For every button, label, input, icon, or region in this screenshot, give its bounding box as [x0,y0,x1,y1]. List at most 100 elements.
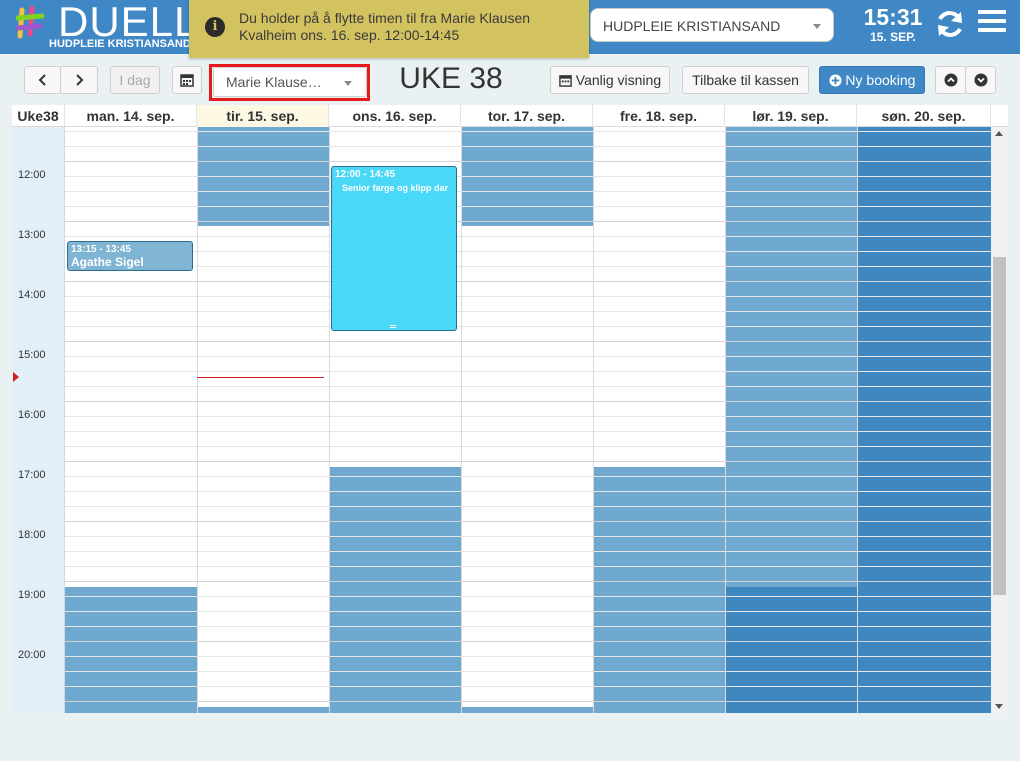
grid-line [65,146,991,147]
hour-label: 15:00 [18,349,46,361]
grid-line [65,341,991,342]
logo-mark-icon [16,6,45,39]
clock: 15:31 15. SEP. [858,4,928,44]
new-booking-label: Ny booking [845,72,916,88]
grid-line [65,461,991,462]
scrollbar-thumb[interactable] [993,257,1006,595]
store-select-value: HUDPLEIE KRISTIANSAND [603,18,781,34]
clock-time: 15:31 [863,4,923,30]
day-header[interactable]: fre. 18. sep. [593,105,725,127]
day-header[interactable]: ons. 16. sep. [329,105,461,127]
day-header-today[interactable]: tir. 15. sep. [197,105,329,127]
grid-line [65,266,991,267]
calendar-icon [559,75,572,87]
grid-line [65,356,991,357]
day-header[interactable]: man. 14. sep. [65,105,197,127]
unavailable-block [197,707,329,713]
calendar-scrollbar[interactable] [991,127,1008,713]
event-time: 13:15 - 13:45 [71,244,132,255]
chevron-up-circle-icon [944,73,957,87]
chevron-right-icon [76,74,84,86]
event-time: 12:00 - 14:45 [335,169,396,180]
scroll-down-arrow-icon[interactable] [995,704,1003,709]
move-notice: i Du holder på å flytte timen til fra Ma… [189,0,589,58]
unavailable-block [593,467,725,713]
employee-select[interactable]: Marie Klause… [213,67,367,97]
notice-text: Du holder på å flytte timen til fra Mari… [239,10,579,44]
current-time-marker-icon [13,372,19,382]
brand-subtitle: HUDPLEIE KRISTIANSAND [49,38,191,50]
new-booking-button[interactable]: Ny booking [819,66,925,94]
grid-line [65,701,991,702]
grid-line [65,311,991,312]
calendar-grid[interactable]: 12:00 13:00 14:00 15:00 16:00 17:00 18:0… [12,127,1008,713]
resize-handle-icon[interactable] [390,325,396,328]
today-button[interactable]: I dag [110,66,160,94]
scroll-up-arrow-icon[interactable] [995,131,1003,136]
event-customer: Agathe Sigel [71,255,144,269]
day-divider [857,127,858,713]
moving-booking-event[interactable]: 12:00 - 14:45 Senior farge og klipp dar [331,166,457,331]
grid-line [65,281,991,282]
normal-view-button[interactable]: Vanlig visning [550,66,670,94]
hour-label: 16:00 [18,409,46,421]
hamburger-menu-icon[interactable] [978,10,1006,36]
hour-label: 20:00 [18,649,46,661]
prev-week-button[interactable] [24,66,61,94]
grid-line [65,641,991,642]
week-number-label: Uke38 [12,105,65,127]
grid-line [65,401,991,402]
grid-line [65,596,991,597]
grid-line [65,416,991,417]
grid-line [65,521,991,522]
week-title: UKE 38 [399,62,503,95]
grid-line [65,371,991,372]
day-divider [725,127,726,713]
scroll-down-button[interactable] [965,66,996,94]
date-picker-button[interactable] [172,66,202,94]
hour-label: 19:00 [18,589,46,601]
back-to-register-button[interactable]: Tilbake til kassen [682,66,809,94]
scroll-up-button[interactable] [935,66,966,94]
unavailable-block [725,127,857,587]
grid-line [65,626,991,627]
grid-line [65,491,991,492]
grid-line [65,566,991,567]
top-bar: DUELL HUDPLEIE KRISTIANSAND i Du holder … [0,0,1020,58]
day-header[interactable]: lør. 19. sep. [725,105,857,127]
grid-line [65,611,991,612]
grid-line [65,191,991,192]
grid-line [65,446,991,447]
grid-line [65,386,991,387]
grid-line [65,656,991,657]
brand-logo[interactable]: DUELL HUDPLEIE KRISTIANSAND [12,0,202,54]
notice-line-2: Kvalheim ons. 16. sep. 12:00-14:45 [239,27,460,43]
grid-line [65,161,991,162]
hour-label: 13:00 [18,229,46,241]
unavailable-block [65,587,197,713]
next-week-button[interactable] [60,66,98,94]
grid-line [65,131,991,132]
store-select[interactable]: HUDPLEIE KRISTIANSAND [590,8,834,42]
refresh-icon[interactable] [934,8,966,40]
chevron-left-icon [38,74,46,86]
plus-circle-icon [828,74,842,87]
grid-line [65,506,991,507]
day-header[interactable]: søn. 20. sep. [857,105,991,127]
grid-line [65,176,991,177]
grid-line [65,236,991,237]
hour-label: 12:00 [18,169,46,181]
hour-label: 17:00 [18,469,46,481]
info-icon: i [205,17,225,37]
time-column: 12:00 13:00 14:00 15:00 16:00 17:00 18:0… [12,127,65,713]
grid-line [65,671,991,672]
employee-select-value: Marie Klause… [226,74,322,90]
day-header[interactable]: tor. 17. sep. [461,105,593,127]
current-time-line [197,377,324,378]
unavailable-block [857,127,991,713]
grid-line [65,536,991,537]
booking-event[interactable]: 13:15 - 13:45 Agathe Sigel [67,241,193,271]
hour-label: 18:00 [18,529,46,541]
grid-line [65,206,991,207]
day-divider [461,127,462,713]
